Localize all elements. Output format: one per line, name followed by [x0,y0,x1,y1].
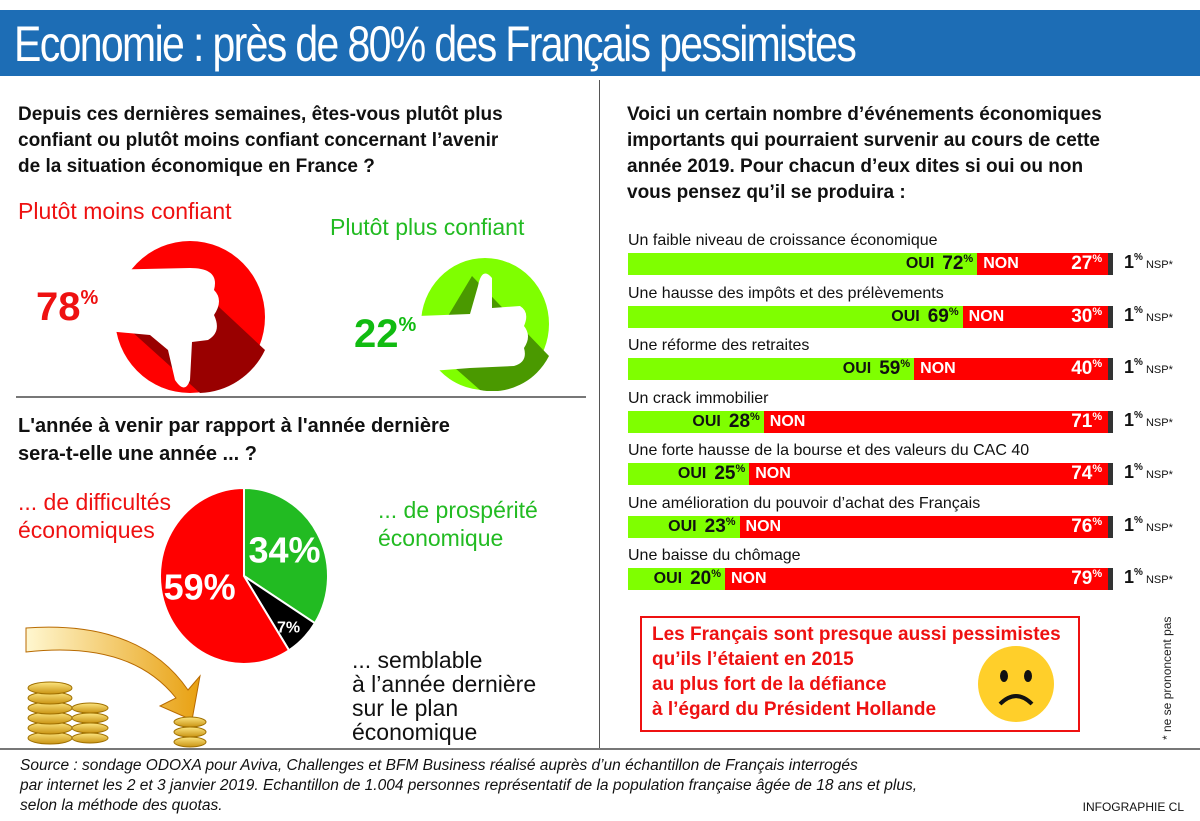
bar-segment-oui: OUI 20% [628,568,725,590]
page-title: Economie : près de 80% des Français pess… [14,16,857,72]
non-label: NON [983,255,1019,272]
event-bar: OUI 28% NON 71% [628,410,1113,433]
oui-label: OUI [692,412,721,430]
nsp-value: 1% NSP* [1124,567,1173,587]
bar-segment-oui: OUI 69% [628,305,963,328]
oui-value: 59% [879,358,911,379]
coins-arrow-illustration [25,626,207,748]
similar-label: ... semblable à l’année dernière sur le … [352,647,537,745]
bar-segment-oui: OUI 28% [628,410,764,433]
nsp-value: 1% NSP* [1124,304,1173,325]
thumbs-down-icon [96,241,265,393]
non-label: NON [731,570,767,587]
bar-segment-nsp [1108,253,1113,275]
non-value: 76% [1071,515,1103,537]
bar-segment-non: NON 71% [763,410,1109,433]
event-bar: OUI 25% NON 74% [628,463,1113,485]
event-label: Un crack immobilier [628,389,769,407]
more-confident-value: 22% [354,312,417,356]
bar-segment-oui: OUI 59% [628,358,915,380]
q1-question: Depuis ces dernières semaines, êtes-vous… [18,104,503,177]
non-value: 30% [1071,305,1103,327]
horizontal-divider [16,396,586,398]
nsp-value: 1% NSP* [1124,514,1173,535]
pie-slice-label: 7% [277,620,300,637]
bar-segment-nsp [1108,410,1113,433]
oui-value: 20% [690,568,721,589]
oui-label: OUI [891,307,920,325]
oui-value: 69% [927,305,959,327]
oui-value: 28% [728,410,760,432]
oui-label: OUI [905,255,935,272]
bar-segment-nsp [1108,515,1113,538]
non-label: NON [920,360,956,377]
more-confident-label: Plutôt plus confiant [330,214,525,240]
non-value: 27% [1071,253,1103,274]
bar-segment-non: NON 30% [962,305,1109,328]
year-outlook-pie: 34% 7% 59% [159,488,328,665]
nsp-value: 1% NSP* [1124,462,1173,482]
q3-question: Voici un certain nombre d’événements éco… [627,104,1102,203]
oui-label: OUI [668,517,697,535]
title-bar: Economie : près de 80% des Français pess… [0,10,1200,76]
event-bar: OUI 72% NON 27% [628,253,1113,275]
bar-segment-nsp [1108,358,1113,380]
event-bar: OUI 20% NON 79% [628,568,1113,590]
nsp-value: 1% NSP* [1124,409,1173,430]
pie-slice [159,488,291,665]
vertical-divider [599,80,600,748]
event-bar: OUI 69% NON 30% [628,305,1113,328]
oui-value: 25% [714,463,746,484]
non-value: 79% [1071,568,1103,589]
oui-label: OUI [653,570,683,587]
non-value: 40% [1071,358,1103,379]
bar-segment-non: NON 74% [749,463,1109,485]
bar-segment-oui: OUI 25% [628,463,750,485]
event-label: Une réforme des retraites [628,337,810,354]
bar-segment-non: NON 76% [739,515,1109,538]
bar-segment-nsp [1108,568,1113,590]
source-text: Source : sondage ODOXA pour Aviva, Chall… [20,757,918,814]
event-label: Une forte hausse de la bourse et des val… [628,442,1030,459]
oui-label: OUI [842,360,872,377]
event-label: Une baisse du chômage [628,547,801,564]
non-label: NON [968,307,1005,325]
callout-box: Les Français sont presque aussi pessimis… [640,616,1080,732]
bar-segment-nsp [1108,463,1113,485]
less-confident-label: Plutôt moins confiant [18,198,232,224]
event-bar: OUI 23% NON 76% [628,515,1113,538]
non-value: 74% [1071,463,1103,484]
footnote: * ne se prononcent pas [1160,616,1174,740]
nsp-value: 1% NSP* [1124,252,1173,272]
bar-segment-oui: OUI 72% [628,253,978,275]
non-label: NON [745,517,782,535]
non-label: NON [769,412,806,430]
less-confident-value: 78% [36,285,99,329]
thumbs-up-icon [418,258,549,391]
credit: INFOGRAPHIE CL [1082,800,1184,814]
pie-slice-label: 34% [248,530,320,571]
oui-value: 72% [942,253,974,274]
oui-value: 23% [704,515,736,537]
difficulty-label: ... de difficultés économiques [18,489,171,543]
nsp-value: 1% NSP* [1124,357,1173,377]
bar-segment-non: NON 79% [725,568,1109,590]
oui-label: OUI [677,465,707,482]
pie-slice-label: 59% [164,567,236,608]
event-label: Une hausse des impôts et des prélèvement… [628,284,944,302]
non-value: 71% [1071,410,1103,432]
bar-segment-nsp [1108,305,1113,328]
non-label: NON [755,465,791,482]
bar-segment-oui: OUI 23% [628,515,740,538]
event-label: Une amélioration du pouvoir d’achat des … [628,494,981,512]
event-bar: OUI 59% NON 40% [628,358,1113,380]
sad-face-icon [978,646,1054,722]
bar-segment-non: NON 27% [977,253,1109,275]
bar-segment-non: NON 40% [914,358,1109,380]
q2-question: L'année à venir par rapport à l'année de… [18,415,450,465]
bottom-divider [0,748,1200,750]
event-label: Un faible niveau de croissance économiqu… [628,232,938,249]
prosperity-label: ... de prospérité économique [378,497,538,551]
